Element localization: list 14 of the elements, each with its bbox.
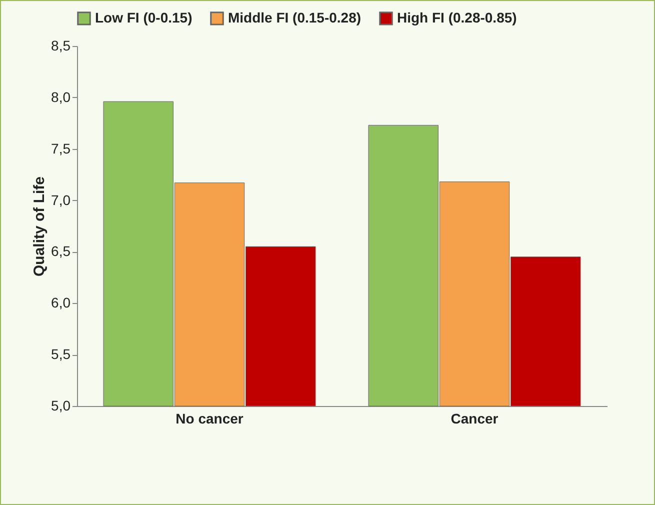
y-tick-label: 7,5 <box>51 140 71 156</box>
legend-label: High FI (0.28-0.85) <box>397 9 517 26</box>
y-tick-label: 8,5 <box>51 38 71 54</box>
y-tick-label: 5,5 <box>51 346 71 362</box>
legend-label: Low FI (0-0.15) <box>95 9 192 26</box>
x-tick-label: Cancer <box>450 410 499 426</box>
y-tick-label: 6,0 <box>51 294 71 311</box>
y-tick-label: 6,5 <box>51 243 71 260</box>
x-tick-label: No cancer <box>176 410 244 426</box>
y-tick-label: 8,0 <box>51 88 71 105</box>
y-axis-title: Quality of Life <box>31 176 48 277</box>
y-tick-label: 7,0 <box>51 192 71 208</box>
y-tick-label: 5,0 <box>51 398 71 414</box>
legend-label: Middle FI (0.15-0.28) <box>228 9 362 26</box>
